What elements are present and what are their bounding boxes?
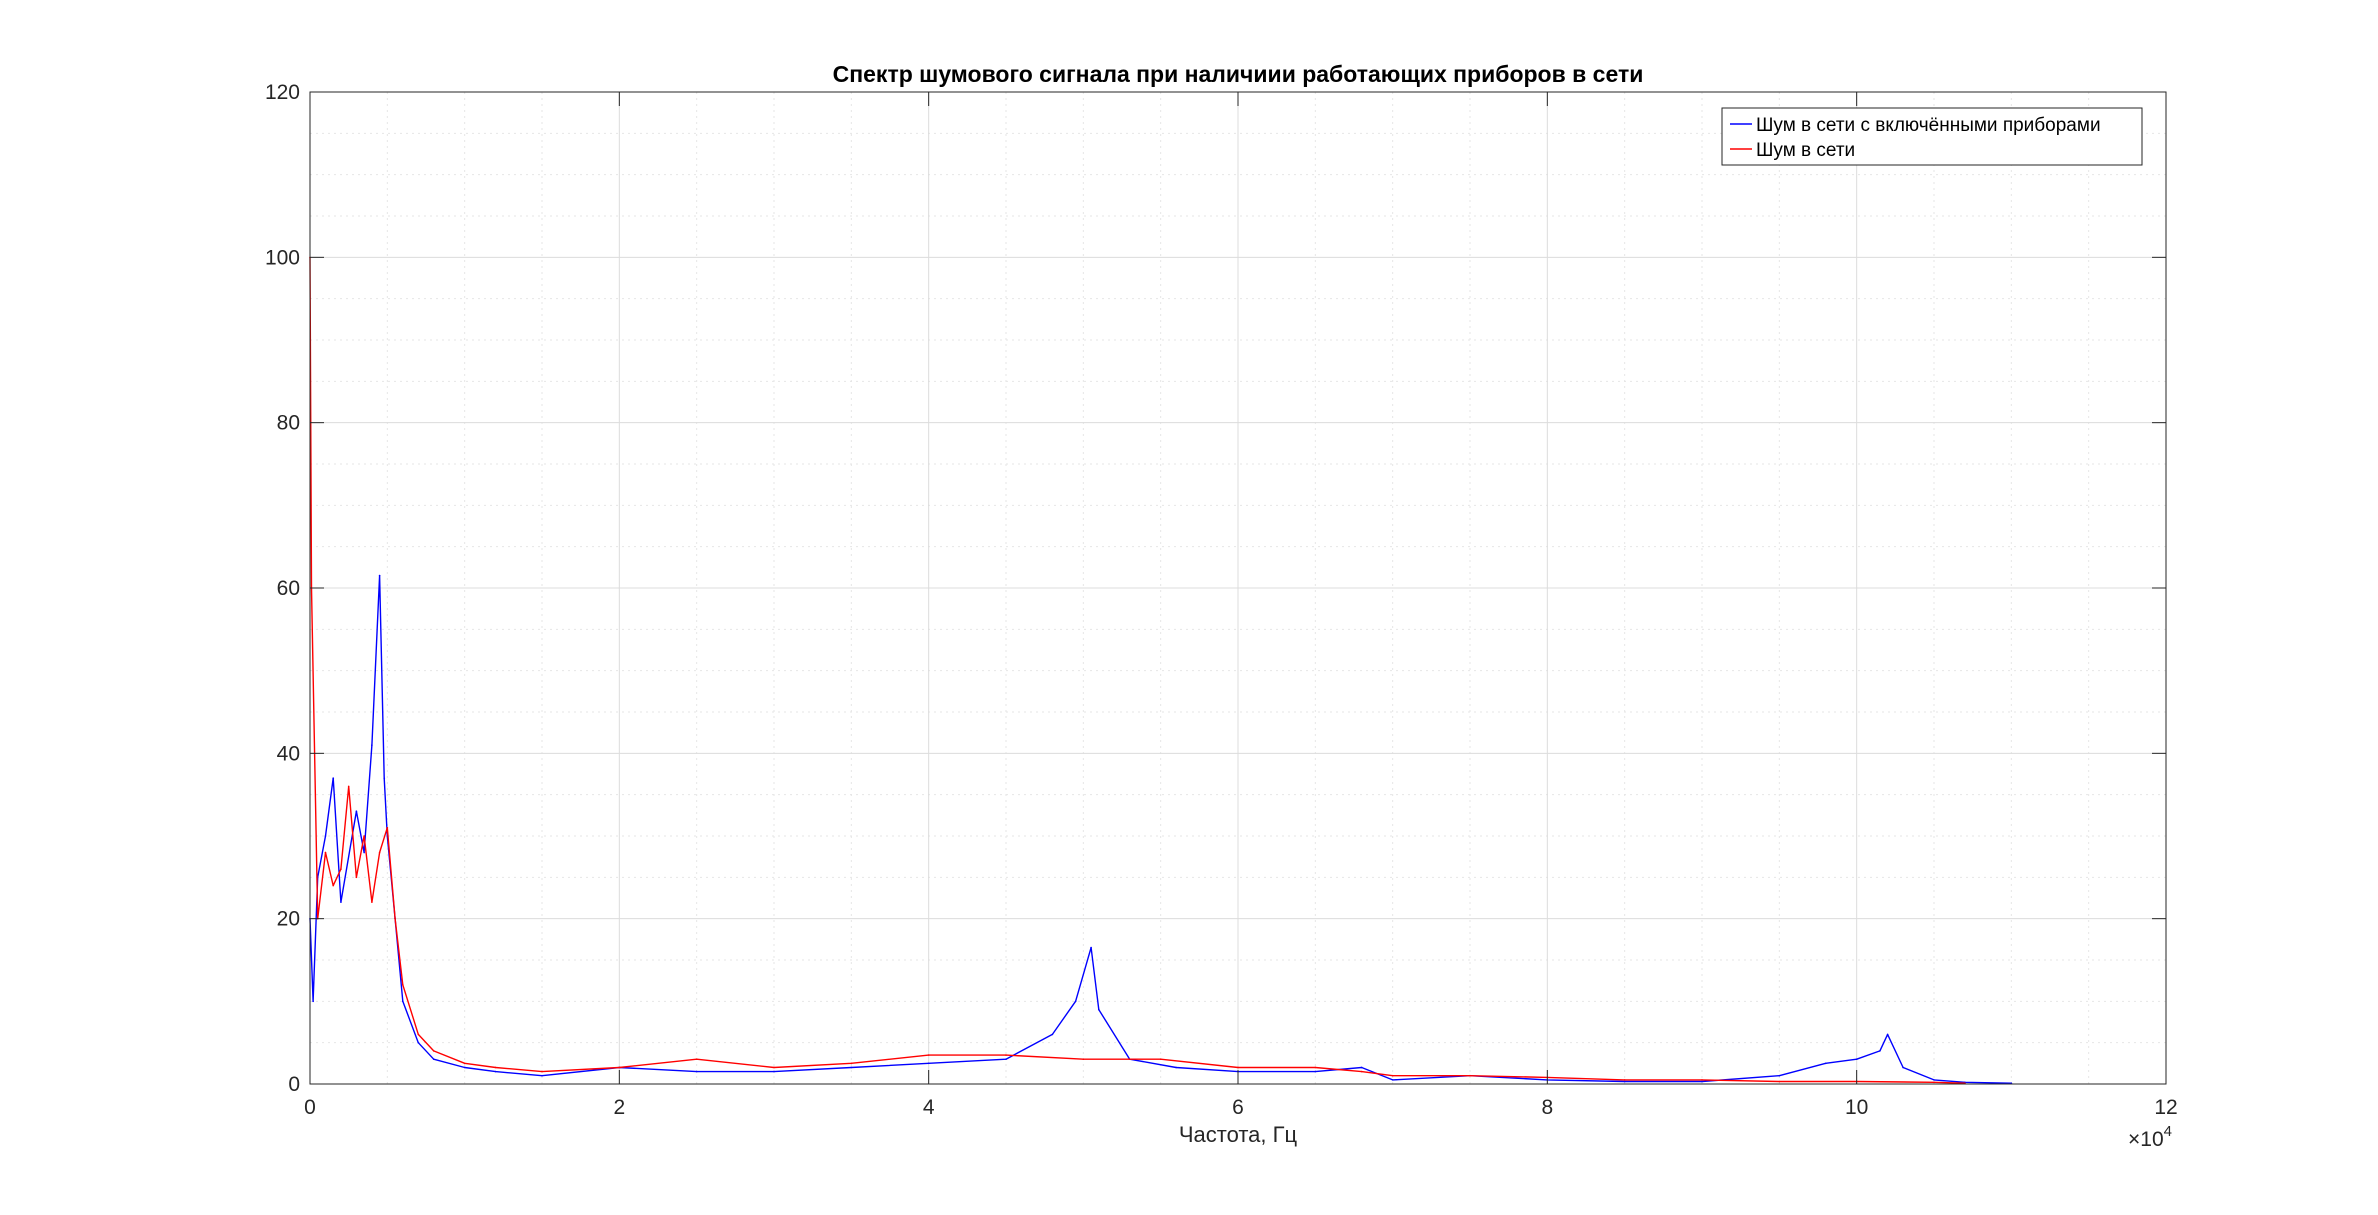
series-0-point (773, 1070, 775, 1073)
x-axis-label: Частота, Гц (1179, 1122, 1298, 1147)
x-tick-label: 4 (923, 1096, 935, 1119)
y-tick-label: 40 (277, 742, 300, 765)
series-1-point (394, 917, 396, 920)
series-0-point (1005, 1058, 1007, 1060)
x-tick-label: 2 (613, 1096, 625, 1119)
series-0-point (432, 1058, 435, 1060)
series-1-point (541, 1070, 543, 1073)
series-0-point (1778, 1074, 1781, 1077)
series-0-point (1098, 1008, 1100, 1011)
series-1-point (1237, 1066, 1239, 1069)
series-0-point (1175, 1066, 1177, 1069)
series-1-point (1933, 1081, 1935, 1084)
series-0-point (1824, 1062, 1827, 1065)
series-1-point (1159, 1058, 1162, 1060)
series-1-point (340, 868, 342, 870)
series-1-point (386, 826, 389, 829)
legend-box (1721, 107, 2143, 166)
series-0-point (312, 1000, 314, 1003)
series-0-point (1391, 1079, 1394, 1081)
y-tick-label: 120 (265, 81, 300, 104)
series-1-point (378, 851, 381, 854)
series-0-point (850, 1066, 853, 1069)
series-1-point (1469, 1074, 1471, 1077)
series-1-point (347, 785, 350, 788)
series-0-point (1879, 1050, 1881, 1052)
series-0-point (1090, 946, 1092, 949)
series-0-point (402, 1000, 404, 1003)
series-1-point (1701, 1079, 1703, 1081)
series-0-point (340, 901, 342, 903)
series-0-point (1933, 1079, 1935, 1081)
series-0-point (383, 777, 386, 779)
x-tick-label: 12 (2154, 1096, 2177, 1119)
series-0-point (927, 1062, 930, 1065)
series-0-point (371, 744, 373, 746)
series-0-point (695, 1070, 698, 1073)
series-0-point (1855, 1058, 1858, 1060)
y-tick-label: 100 (265, 246, 300, 269)
series-0-point (1074, 1000, 1077, 1003)
series-0-point (324, 835, 327, 837)
series-1-point (417, 1033, 420, 1036)
series-1-point (1623, 1079, 1626, 1081)
series-1-point (695, 1058, 698, 1060)
series-1-point (1082, 1058, 1085, 1060)
series-0-point (1051, 1033, 1054, 1036)
y-tick-label: 20 (277, 908, 300, 931)
series-0-point (463, 1066, 466, 1069)
series-0-point (1314, 1070, 1317, 1073)
x-tick-label: 8 (1541, 1096, 1553, 1119)
series-0-point (494, 1070, 497, 1073)
series-1-point (355, 876, 358, 879)
series-0-point (378, 574, 381, 577)
series-0-point (1360, 1066, 1363, 1069)
y-tick-label: 80 (277, 412, 300, 435)
x-tick-label: 0 (304, 1096, 316, 1119)
series-1-point (463, 1062, 466, 1065)
series-1-point (1360, 1070, 1363, 1073)
y-tick-label: 60 (277, 577, 300, 600)
series-0-point (1623, 1080, 1626, 1083)
series-1-point (324, 851, 327, 854)
series-1-point (618, 1066, 621, 1069)
legend: Шум в сети с включёнными приборами Шум в… (1721, 107, 2143, 166)
series-1-point (402, 984, 404, 986)
series-1-point (1391, 1074, 1394, 1077)
series-1-point (773, 1066, 775, 1069)
series-0-point (417, 1041, 420, 1044)
series-0-point (332, 777, 335, 779)
series-0-point (1886, 1033, 1889, 1036)
series-1-point (1314, 1066, 1317, 1069)
series-1-point (927, 1054, 930, 1056)
series-0-point (363, 851, 365, 854)
series-layer (309, 256, 2013, 1084)
series-1-point (432, 1050, 435, 1052)
y-tick-label: 0 (288, 1073, 300, 1096)
grid-layer (309, 91, 2167, 1085)
chart-title: Спектр шумового сигнала при наличиии раб… (833, 61, 1644, 87)
series-0-point (541, 1074, 543, 1077)
series-1-point (1778, 1080, 1781, 1083)
series-1-point (850, 1062, 853, 1065)
legend-label-blue: Шум в сети с включёнными приборами (1756, 115, 2101, 136)
x-tick-label: 6 (1232, 1096, 1244, 1119)
x-tick-label: 10 (1845, 1096, 1868, 1119)
series-0-point (355, 810, 358, 812)
series-1-point (494, 1066, 497, 1069)
series-1-point (1005, 1054, 1007, 1056)
legend-label-red: Шум в сети (1756, 140, 1855, 161)
series-1-point (363, 835, 365, 837)
series-line-0 (309, 574, 2012, 1084)
series-0-point (1902, 1066, 1904, 1069)
series-1-point (332, 884, 335, 887)
x-axis-exponent: ×104 (2128, 1123, 2172, 1151)
series-0-point (1701, 1080, 1703, 1083)
series-1-point (371, 901, 373, 903)
